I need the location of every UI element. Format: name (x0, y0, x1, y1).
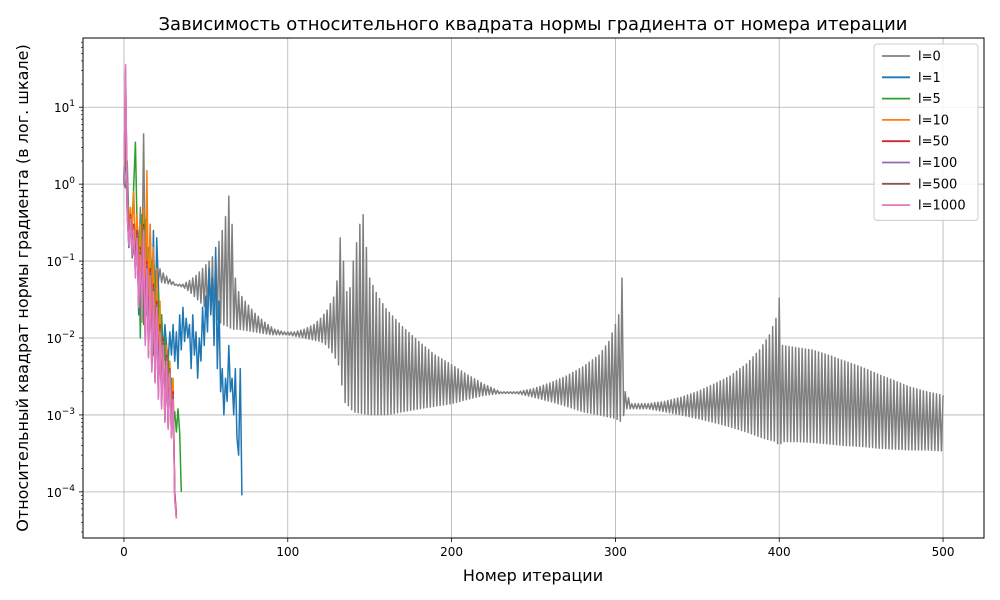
x-tick-label: 200 (440, 545, 463, 559)
y-tick-label: 100 (54, 176, 75, 192)
legend-label: l=100 (918, 156, 957, 171)
y-tick-label: 10−3 (46, 407, 75, 423)
legend-label: l=0 (918, 50, 941, 65)
legend-label: l=5 (918, 92, 941, 107)
series-layer (123, 63, 944, 519)
legend-label: l=10 (918, 113, 949, 128)
x-axis-label: Номер итерации (463, 566, 603, 585)
legend-label: l=1000 (918, 199, 966, 214)
legend-label: l=1 (918, 71, 941, 86)
y-axis-label: Относительный квадрат нормы градиента (в… (13, 44, 32, 531)
y-tick-label: 10−2 (46, 330, 75, 346)
chart-title: Зависимость относительного квадрата норм… (159, 14, 908, 35)
legend-label: l=500 (918, 177, 957, 192)
y-tick-exponent: −1 (62, 253, 75, 263)
series-line-l=1000 (123, 63, 178, 519)
plot-frame (82, 37, 985, 539)
x-axis-ticks: 0 100 200 300 400 500 (120, 538, 954, 559)
y-tick-label: 10−1 (46, 253, 75, 269)
x-tick-label: 100 (276, 545, 299, 559)
legend: l=0 l=1 l=5 l=10 l=50 l=100 l=500 l=1000 (873, 43, 979, 221)
y-tick-exponent: −3 (62, 407, 75, 417)
y-tick-exponent: 1 (69, 99, 75, 109)
y-tick-label: 101 (54, 99, 75, 115)
x-tick-label: 500 (932, 545, 955, 559)
legend-box (873, 43, 979, 221)
y-tick-exponent: −2 (62, 330, 75, 340)
series-line-l=0 (123, 133, 944, 452)
x-tick-label: 0 (120, 545, 128, 559)
y-tick-exponent: 0 (69, 176, 75, 186)
y-tick-label: 10−4 (46, 484, 75, 500)
x-tick-label: 400 (768, 545, 791, 559)
legend-label: l=50 (918, 135, 949, 150)
y-tick-exponent: −4 (62, 484, 76, 494)
x-tick-label: 300 (604, 545, 627, 559)
